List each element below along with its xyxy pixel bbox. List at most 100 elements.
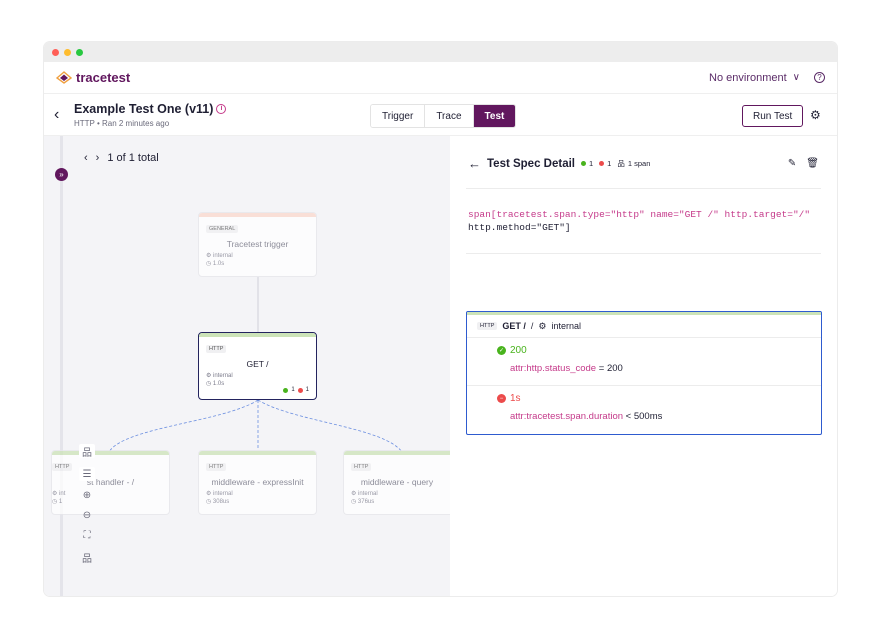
- assertion-result-pass: ✓ 200 attr:http.status_code = 200: [467, 338, 821, 386]
- span-count: 1 span: [627, 159, 651, 168]
- run-test-button[interactable]: Run Test: [742, 105, 804, 127]
- node-type: GENERAL: [206, 225, 239, 233]
- back-arrow-icon[interactable]: ‹: [54, 105, 60, 123]
- node-type: HTTP: [351, 463, 372, 471]
- result-value: 200: [510, 345, 527, 356]
- service-icon: ⚙: [351, 491, 359, 497]
- pass-dot-icon: [283, 387, 289, 393]
- fail-dot-icon: [297, 387, 303, 393]
- trace-node-expressinit[interactable]: HTTP middleware - expressInit ⚙ internal…: [198, 450, 317, 515]
- assertion-operator: =: [598, 363, 605, 374]
- fail-count: 1: [305, 387, 309, 393]
- node-duration: 1.0s: [212, 261, 225, 267]
- app-name: tracetest: [76, 70, 131, 85]
- delete-icon[interactable]: 🗑: [806, 158, 819, 169]
- node-duration: 308us: [212, 499, 230, 505]
- maximize-window-button[interactable]: [76, 48, 83, 56]
- edit-icon[interactable]: ✎: [787, 158, 797, 169]
- service-icon: ⚙: [52, 491, 60, 497]
- pass-count: 1: [291, 387, 295, 393]
- node-service: internal: [213, 491, 233, 497]
- assertion-card[interactable]: HTTP GET / / ⚙ internal ✓ 200 attr:http.s…: [466, 311, 822, 435]
- clock-icon: ◷: [351, 499, 358, 505]
- chevron-down-icon: ∨: [792, 72, 800, 83]
- tree-view-icon[interactable]: 品: [79, 444, 95, 459]
- span-tree-icon: 品: [617, 159, 625, 168]
- service-icon: ⚙: [206, 253, 214, 259]
- spans-pager: ‹ › 1 of 1 total: [84, 152, 159, 164]
- help-icon[interactable]: ?: [814, 72, 825, 83]
- test-title: Example Test One (v11): [74, 101, 214, 116]
- tab-test[interactable]: Test: [472, 105, 516, 127]
- pager-text: 1 of 1 total: [107, 152, 159, 164]
- node-name: middleware - query: [360, 477, 434, 487]
- expand-drawer-button[interactable]: »: [55, 168, 68, 181]
- error-circle-icon: −: [497, 394, 506, 403]
- selector-line-1: span[tracetest.span.type="http" name="GE…: [468, 209, 811, 220]
- top-navbar: tracetest No environment ∨ ?: [44, 62, 837, 94]
- span-type-tag: HTTP: [477, 322, 498, 330]
- clock-icon: ◷: [206, 499, 213, 505]
- node-service: internal: [213, 253, 233, 259]
- zoom-out-icon[interactable]: ⊖: [82, 510, 92, 521]
- node-type: HTTP: [52, 463, 73, 471]
- node-name: GET /: [246, 359, 269, 369]
- tab-trace[interactable]: Trace: [424, 105, 473, 127]
- gear-icon[interactable]: ⚙: [810, 108, 821, 122]
- assertion-operator: <: [625, 411, 632, 422]
- tracetest-logo-icon: [56, 71, 72, 84]
- panel-title: Test Spec Detail: [487, 157, 575, 170]
- trace-node-query[interactable]: HTTP middleware - query ⚙ internal ◷ 376u…: [343, 450, 450, 515]
- assertion-attribute: attr:tracetest.span.duration: [510, 411, 624, 422]
- span-service: internal: [551, 321, 582, 331]
- assertion-attribute: attr:http.status_code: [510, 363, 597, 374]
- node-duration: 1: [58, 499, 63, 505]
- previous-icon[interactable]: ‹: [84, 152, 88, 164]
- assertion-card-header: HTTP GET / / ⚙ internal: [467, 315, 821, 338]
- diagram-toolbar: 品 ☰ ⊕ ⊖ ⛶ 品: [79, 444, 95, 565]
- zoom-in-icon[interactable]: ⊕: [82, 490, 92, 501]
- mini-map-icon[interactable]: 品: [82, 554, 92, 565]
- info-icon[interactable]: i: [216, 103, 227, 114]
- fit-view-icon[interactable]: ⛶: [83, 530, 91, 541]
- node-service: internal: [213, 373, 233, 379]
- environment-label: No environment: [709, 71, 787, 84]
- node-service: internal: [358, 491, 378, 497]
- trace-node-trigger[interactable]: GENERAL Tracetest trigger ⚙ internal ◷ 1.…: [198, 212, 317, 277]
- span-name: GET /: [502, 321, 526, 331]
- node-service: int: [59, 491, 66, 497]
- side-drawer-rail: [60, 136, 63, 596]
- node-name: Tracetest trigger: [226, 239, 289, 249]
- node-duration: 1.0s: [212, 381, 225, 387]
- span-selector: span[tracetest.span.type="http" name="GE…: [468, 208, 818, 234]
- node-name: st handler - /: [86, 477, 135, 487]
- test-header: ‹ Example Test One (v11) i HTTP • Ran 2 m…: [44, 94, 837, 136]
- selector-line-2: http.method="GET"]: [468, 222, 571, 233]
- node-duration: 376us: [357, 499, 375, 505]
- assertion-expected: 500ms: [633, 411, 663, 422]
- fail-dot-icon: [599, 161, 605, 166]
- list-view-icon[interactable]: ☰: [79, 467, 95, 481]
- node-type: HTTP: [206, 345, 227, 353]
- clock-icon: ◷: [52, 499, 59, 505]
- result-value: 1s: [510, 393, 521, 404]
- close-window-button[interactable]: [52, 48, 59, 56]
- window-titlebar: [44, 42, 837, 62]
- environment-selector[interactable]: No environment ∨: [709, 72, 800, 84]
- service-icon: ⚙: [206, 491, 214, 497]
- back-arrow-icon[interactable]: ←: [468, 156, 481, 171]
- trace-node-handler[interactable]: HTTP st handler - / ⚙ int ◷ 1: [51, 450, 170, 515]
- service-icon: ⚙: [206, 373, 214, 379]
- fail-count: 1: [607, 159, 612, 168]
- node-assertion-badges: 1 1: [283, 387, 309, 393]
- minimize-window-button[interactable]: [64, 48, 71, 56]
- tab-trigger[interactable]: Trigger: [371, 105, 425, 127]
- service-icon: ⚙: [538, 320, 547, 331]
- app-window: tracetest No environment ∨ ? ‹ Example T…: [44, 42, 837, 596]
- next-icon[interactable]: ›: [95, 152, 100, 164]
- assertion-result-fail: −1s attr:tracetest.span.duration < 500ms: [467, 386, 821, 434]
- node-type: HTTP: [206, 463, 227, 471]
- logo[interactable]: tracetest: [56, 70, 130, 85]
- trace-node-get[interactable]: HTTP GET / ⚙ internal ◷ 1.0s 1 1: [198, 332, 317, 400]
